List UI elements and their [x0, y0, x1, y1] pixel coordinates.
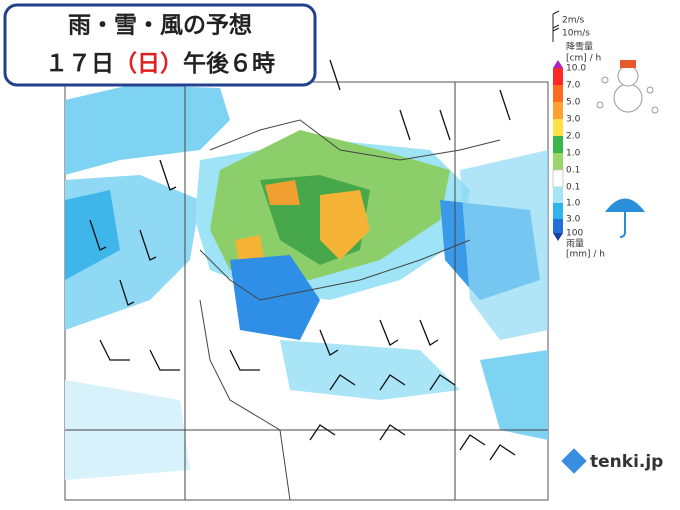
snow-level-label: 10.0	[566, 64, 586, 74]
rain-title: 雨量	[566, 239, 584, 250]
time-day: （日）	[114, 50, 183, 77]
snow-unit: [cm] / h	[566, 54, 601, 64]
title-box	[3, 3, 317, 87]
time-date: １７日	[45, 51, 114, 77]
brand-logo: tenki.jp	[590, 452, 663, 472]
rain-level-label: 0.1	[566, 183, 580, 193]
time-hour: 午後６時	[183, 50, 275, 77]
snow-level-label: 3.0	[566, 115, 581, 125]
legend: 2m/s 10m/s 降雪量 [cm] / h 10.0 7.0 5.0 3.0 2.0…	[552, 10, 659, 260]
snow-title: 降雪量	[566, 41, 593, 53]
rain-unit: [mm] / h	[566, 250, 605, 260]
snow-level-label: 1.0	[566, 149, 581, 159]
forecast-map	[64, 59, 549, 501]
snow-level-label: 2.0	[566, 132, 581, 142]
wind-scale-small: 2m/s	[562, 16, 585, 26]
rain-level-label: 3.0	[566, 215, 581, 225]
wind-scale-large: 10m/s	[562, 29, 590, 39]
forecast-time: １７日（日）午後６時	[45, 50, 275, 77]
snow-level-label: 7.0	[566, 81, 581, 91]
snow-level-label: 5.0	[566, 98, 581, 108]
snow-level-label: 0.1	[566, 166, 580, 176]
map-title: 雨・雪・風の予想	[68, 13, 252, 39]
rain-level-label: 1.0	[566, 199, 581, 209]
rain-level-label: 100	[566, 229, 583, 239]
